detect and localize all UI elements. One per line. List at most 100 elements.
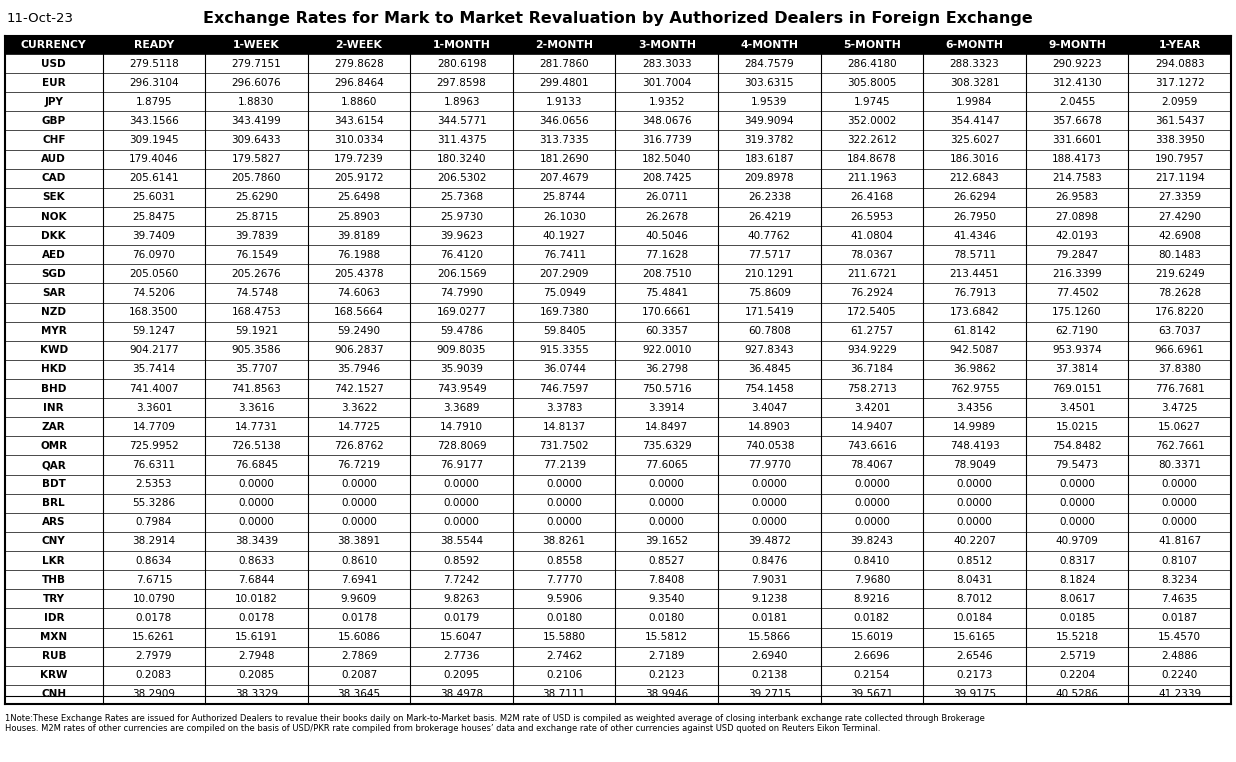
Text: 0.0000: 0.0000 <box>444 479 480 489</box>
Text: ZAR: ZAR <box>42 422 66 432</box>
Text: RUB: RUB <box>42 652 66 661</box>
Text: 39.1652: 39.1652 <box>645 536 688 546</box>
Text: 26.2338: 26.2338 <box>748 192 791 203</box>
Text: 344.5771: 344.5771 <box>436 116 487 126</box>
Text: 297.8598: 297.8598 <box>436 78 487 88</box>
Text: NZD: NZD <box>41 307 67 317</box>
Text: 740.0538: 740.0538 <box>744 441 794 451</box>
Text: 1-YEAR: 1-YEAR <box>1158 40 1201 50</box>
Text: 14.8903: 14.8903 <box>748 422 791 432</box>
Text: 14.9989: 14.9989 <box>953 422 996 432</box>
Text: 0.2173: 0.2173 <box>957 671 993 680</box>
Text: 279.5118: 279.5118 <box>129 59 179 69</box>
Text: 39.7409: 39.7409 <box>132 231 176 241</box>
Text: 349.9094: 349.9094 <box>744 116 795 126</box>
Text: 2.6696: 2.6696 <box>854 652 890 661</box>
Text: 3.3914: 3.3914 <box>649 402 685 413</box>
Text: 7.7242: 7.7242 <box>444 575 480 584</box>
Text: 211.6721: 211.6721 <box>847 269 897 279</box>
Text: 212.6843: 212.6843 <box>949 173 1000 184</box>
Bar <box>5 379 1231 398</box>
Text: 284.7579: 284.7579 <box>744 59 795 69</box>
Text: Exchange Rates for Mark to Market Revaluation by Authorized Dealers in Foreign E: Exchange Rates for Mark to Market Revalu… <box>203 11 1033 25</box>
Text: 726.8762: 726.8762 <box>334 441 384 451</box>
Text: 0.0179: 0.0179 <box>444 613 480 623</box>
Text: 1-WEEK: 1-WEEK <box>234 40 279 50</box>
Text: 25.8744: 25.8744 <box>543 192 586 203</box>
Text: 9.8263: 9.8263 <box>444 594 480 604</box>
Text: AED: AED <box>42 250 66 260</box>
Text: 927.8343: 927.8343 <box>744 345 795 355</box>
Text: 0.2154: 0.2154 <box>854 671 890 680</box>
Text: 7.6844: 7.6844 <box>239 575 274 584</box>
Text: 0.2204: 0.2204 <box>1059 671 1095 680</box>
Text: BHD: BHD <box>41 383 67 393</box>
Text: 343.6154: 343.6154 <box>334 116 384 126</box>
Text: 76.9177: 76.9177 <box>440 460 483 470</box>
Text: 0.0000: 0.0000 <box>751 498 787 508</box>
Text: 726.5138: 726.5138 <box>231 441 282 451</box>
Text: 59.1921: 59.1921 <box>235 326 278 336</box>
Text: 183.6187: 183.6187 <box>744 154 795 164</box>
Text: 731.7502: 731.7502 <box>539 441 590 451</box>
Text: 8.3234: 8.3234 <box>1162 575 1198 584</box>
Text: 0.0000: 0.0000 <box>649 517 685 527</box>
Text: 1.9352: 1.9352 <box>649 97 685 107</box>
Bar <box>5 456 1231 475</box>
Text: 1-MONTH: 1-MONTH <box>433 40 491 50</box>
Text: 934.9229: 934.9229 <box>847 345 897 355</box>
Text: 8.0617: 8.0617 <box>1059 594 1095 604</box>
Bar <box>5 73 1231 92</box>
Text: 169.7380: 169.7380 <box>539 307 590 317</box>
Text: 0.0000: 0.0000 <box>239 498 274 508</box>
Text: 3.3601: 3.3601 <box>136 402 172 413</box>
Text: 25.8903: 25.8903 <box>337 212 381 222</box>
Bar <box>5 494 1231 513</box>
Text: 2.7869: 2.7869 <box>341 652 377 661</box>
Text: 728.8069: 728.8069 <box>436 441 487 451</box>
Text: 2-MONTH: 2-MONTH <box>535 40 593 50</box>
Text: 9.9609: 9.9609 <box>341 594 377 604</box>
Text: CAD: CAD <box>42 173 66 184</box>
Text: 36.9862: 36.9862 <box>953 364 996 374</box>
Text: 35.7414: 35.7414 <box>132 364 176 374</box>
Text: 2.7948: 2.7948 <box>239 652 274 661</box>
Text: 39.4872: 39.4872 <box>748 536 791 546</box>
Text: 26.9583: 26.9583 <box>1056 192 1099 203</box>
Text: 0.0185: 0.0185 <box>1059 613 1095 623</box>
Text: 40.5046: 40.5046 <box>645 231 688 241</box>
Text: 281.7860: 281.7860 <box>539 59 590 69</box>
Text: 171.5419: 171.5419 <box>744 307 795 317</box>
Text: 735.6329: 735.6329 <box>641 441 692 451</box>
Text: 3.4356: 3.4356 <box>957 402 993 413</box>
Text: 42.6908: 42.6908 <box>1158 231 1201 241</box>
Text: 7.8408: 7.8408 <box>649 575 685 584</box>
Text: 0.8610: 0.8610 <box>341 555 377 565</box>
Text: 313.7335: 313.7335 <box>539 135 590 145</box>
Text: 168.4753: 168.4753 <box>231 307 282 317</box>
Text: 35.7707: 35.7707 <box>235 364 278 374</box>
Text: 2.7979: 2.7979 <box>136 652 172 661</box>
Text: 15.6261: 15.6261 <box>132 632 176 642</box>
Text: 283.3033: 283.3033 <box>641 59 692 69</box>
Text: 25.8475: 25.8475 <box>132 212 176 222</box>
Text: 172.5405: 172.5405 <box>847 307 897 317</box>
Text: 0.2085: 0.2085 <box>239 671 274 680</box>
Text: 39.8243: 39.8243 <box>850 536 894 546</box>
Text: 7.6715: 7.6715 <box>136 575 172 584</box>
Text: JPY: JPY <box>44 97 63 107</box>
Text: 14.7725: 14.7725 <box>337 422 381 432</box>
Text: 0.0178: 0.0178 <box>136 613 172 623</box>
Text: AUD: AUD <box>42 154 67 164</box>
Text: 0.0000: 0.0000 <box>341 517 377 527</box>
Text: 0.2095: 0.2095 <box>444 671 480 680</box>
Text: 37.8380: 37.8380 <box>1158 364 1201 374</box>
Text: 750.5716: 750.5716 <box>641 383 692 393</box>
Bar <box>5 245 1231 264</box>
Text: 769.0151: 769.0151 <box>1052 383 1103 393</box>
Text: 184.8678: 184.8678 <box>847 154 897 164</box>
Text: 288.3323: 288.3323 <box>949 59 1000 69</box>
Text: 0.8476: 0.8476 <box>751 555 787 565</box>
Text: 3.4047: 3.4047 <box>751 402 787 413</box>
Text: 62.7190: 62.7190 <box>1056 326 1099 336</box>
